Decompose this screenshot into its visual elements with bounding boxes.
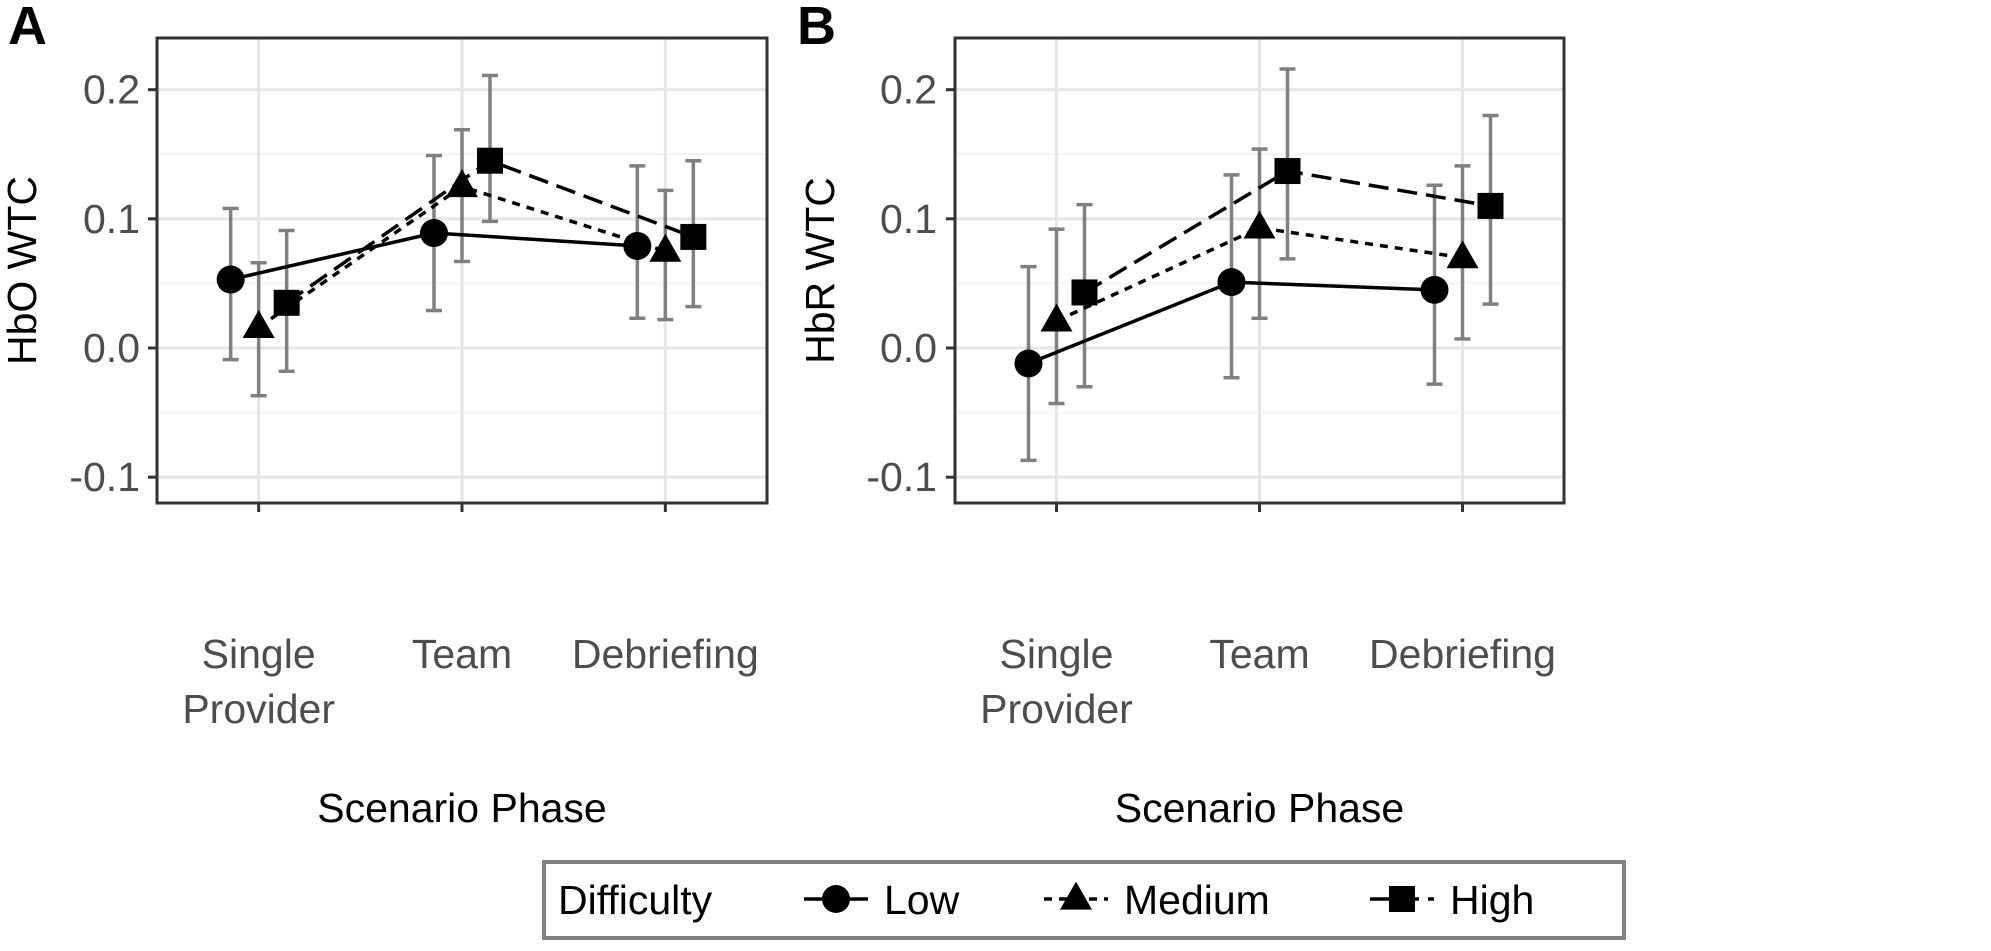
data-point-low [1014,349,1043,378]
y-axis-title: HbO WTC [0,176,45,365]
panel-letter: B [797,0,836,56]
panel-a: -0.1 0.0 0.1 0.2 Single Provider Team Debriefin… [0,0,769,831]
data-point-low [1420,275,1449,304]
x-axis-title: Scenario Phase [317,785,606,831]
y-tick-label: -0.1 [866,454,937,500]
data-point-medium [1446,240,1479,269]
panel-b: -0.1 0.0 0.1 0.2 Single Provider Team Debriefin… [797,0,1566,831]
x-tick-label: Team [412,631,512,677]
data-point-high [1274,158,1301,185]
x-tick-label: Debriefing [1369,631,1556,677]
x-tick-label: Provider [182,686,335,732]
y-tick-label: -0.1 [69,454,140,500]
series-line-medium [1055,226,1463,323]
y-axis-title: HbR WTC [797,177,843,364]
legend-label-low: Low [884,877,960,923]
data-point-high [1071,279,1098,306]
data-point-medium [649,233,682,262]
data-point-medium [1040,303,1073,332]
legend-title: Difficulty [558,877,713,923]
legend: Difficulty Low Medium High [542,860,1626,940]
x-tick-label: Debriefing [572,631,759,677]
x-tick-label: Team [1209,631,1309,677]
y-tick-label: 0.1 [83,196,140,242]
legend-key-marker-high [1389,886,1415,912]
data-point-high [680,223,707,250]
data-point-medium [242,309,275,338]
y-tick-label: 0.2 [880,67,937,113]
legend-label-high: High [1450,877,1534,923]
x-axis-title: Scenario Phase [1115,785,1404,831]
y-tick-label: 0.1 [880,196,937,242]
data-point-low [216,265,245,294]
x-tick-label: Single [1000,631,1114,677]
legend-key-marker-medium [1060,881,1092,910]
data-point-high [477,147,503,174]
y-tick-label: 0.0 [880,325,937,371]
data-point-low [1217,268,1246,297]
legend-label-medium: Medium [1124,877,1270,923]
data-point-low [420,219,448,248]
y-tick-label: 0.0 [83,325,140,371]
panel-letter: A [8,0,47,56]
data-point-low [623,231,652,260]
data-point-medium [1243,210,1276,239]
data-point-high [273,289,300,316]
data-point-high [1477,192,1504,219]
x-tick-label: Single [202,631,316,677]
data-point-medium [446,169,478,198]
legend-key-marker-low [822,885,850,913]
x-tick-label: Provider [980,686,1133,732]
y-tick-label: 0.2 [83,67,140,113]
